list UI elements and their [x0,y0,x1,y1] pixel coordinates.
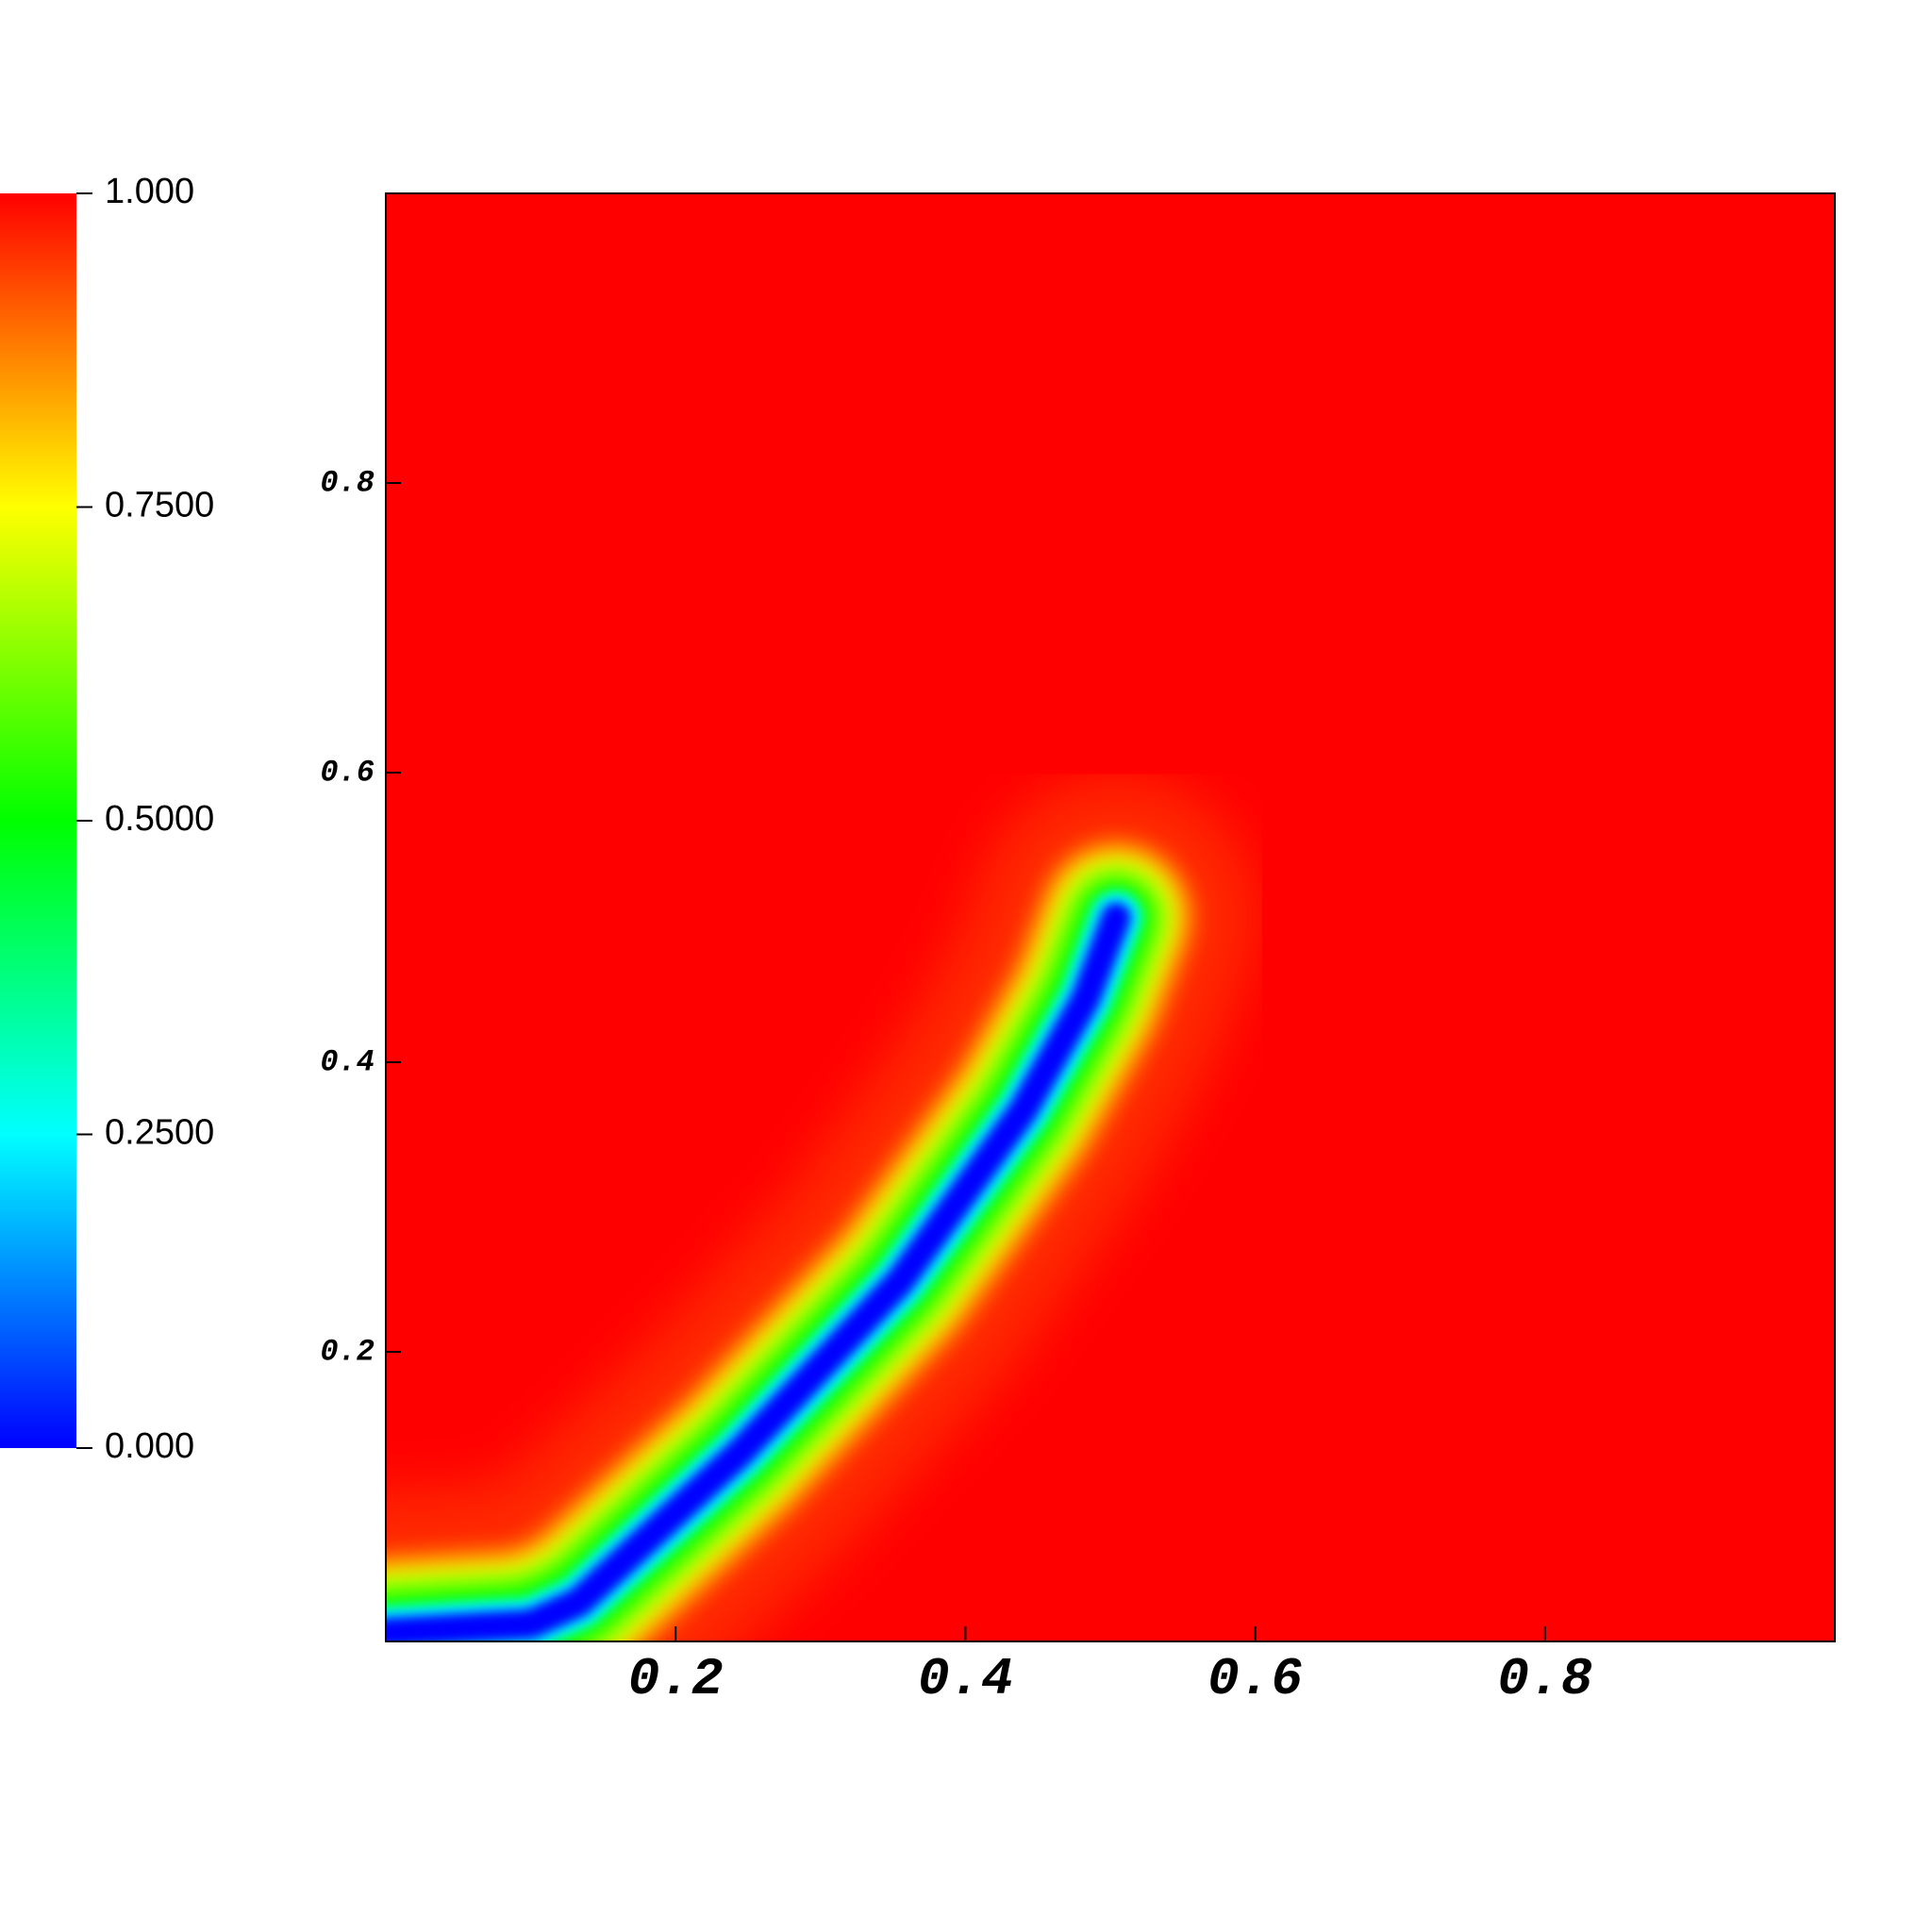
y-tick-label: 0.6 [320,755,375,790]
field [386,193,1835,1641]
x-tick-label: 0.2 [628,1649,724,1709]
colorbar-tick-label: 0.2500 [105,1113,214,1153]
colorbar-tick-label: 0.5000 [105,799,214,839]
crack-band [386,902,1132,1641]
x-tick-label: 0.6 [1208,1649,1303,1709]
colorbar-tick-label: 0.000 [105,1426,194,1466]
y-tick-label: 0.8 [320,465,375,500]
x-tick-label: 0.8 [1497,1649,1592,1709]
y-tick-label: 0.2 [320,1334,375,1369]
colorbar-tick-label: 1.000 [105,172,194,211]
x-tick-label: 0.4 [918,1649,1013,1709]
plot-frame [385,192,1836,1642]
colorbar-tick-label: 0.7500 [105,486,214,525]
y-tick-label: 0.4 [320,1044,375,1079]
colorbar [0,193,76,1448]
